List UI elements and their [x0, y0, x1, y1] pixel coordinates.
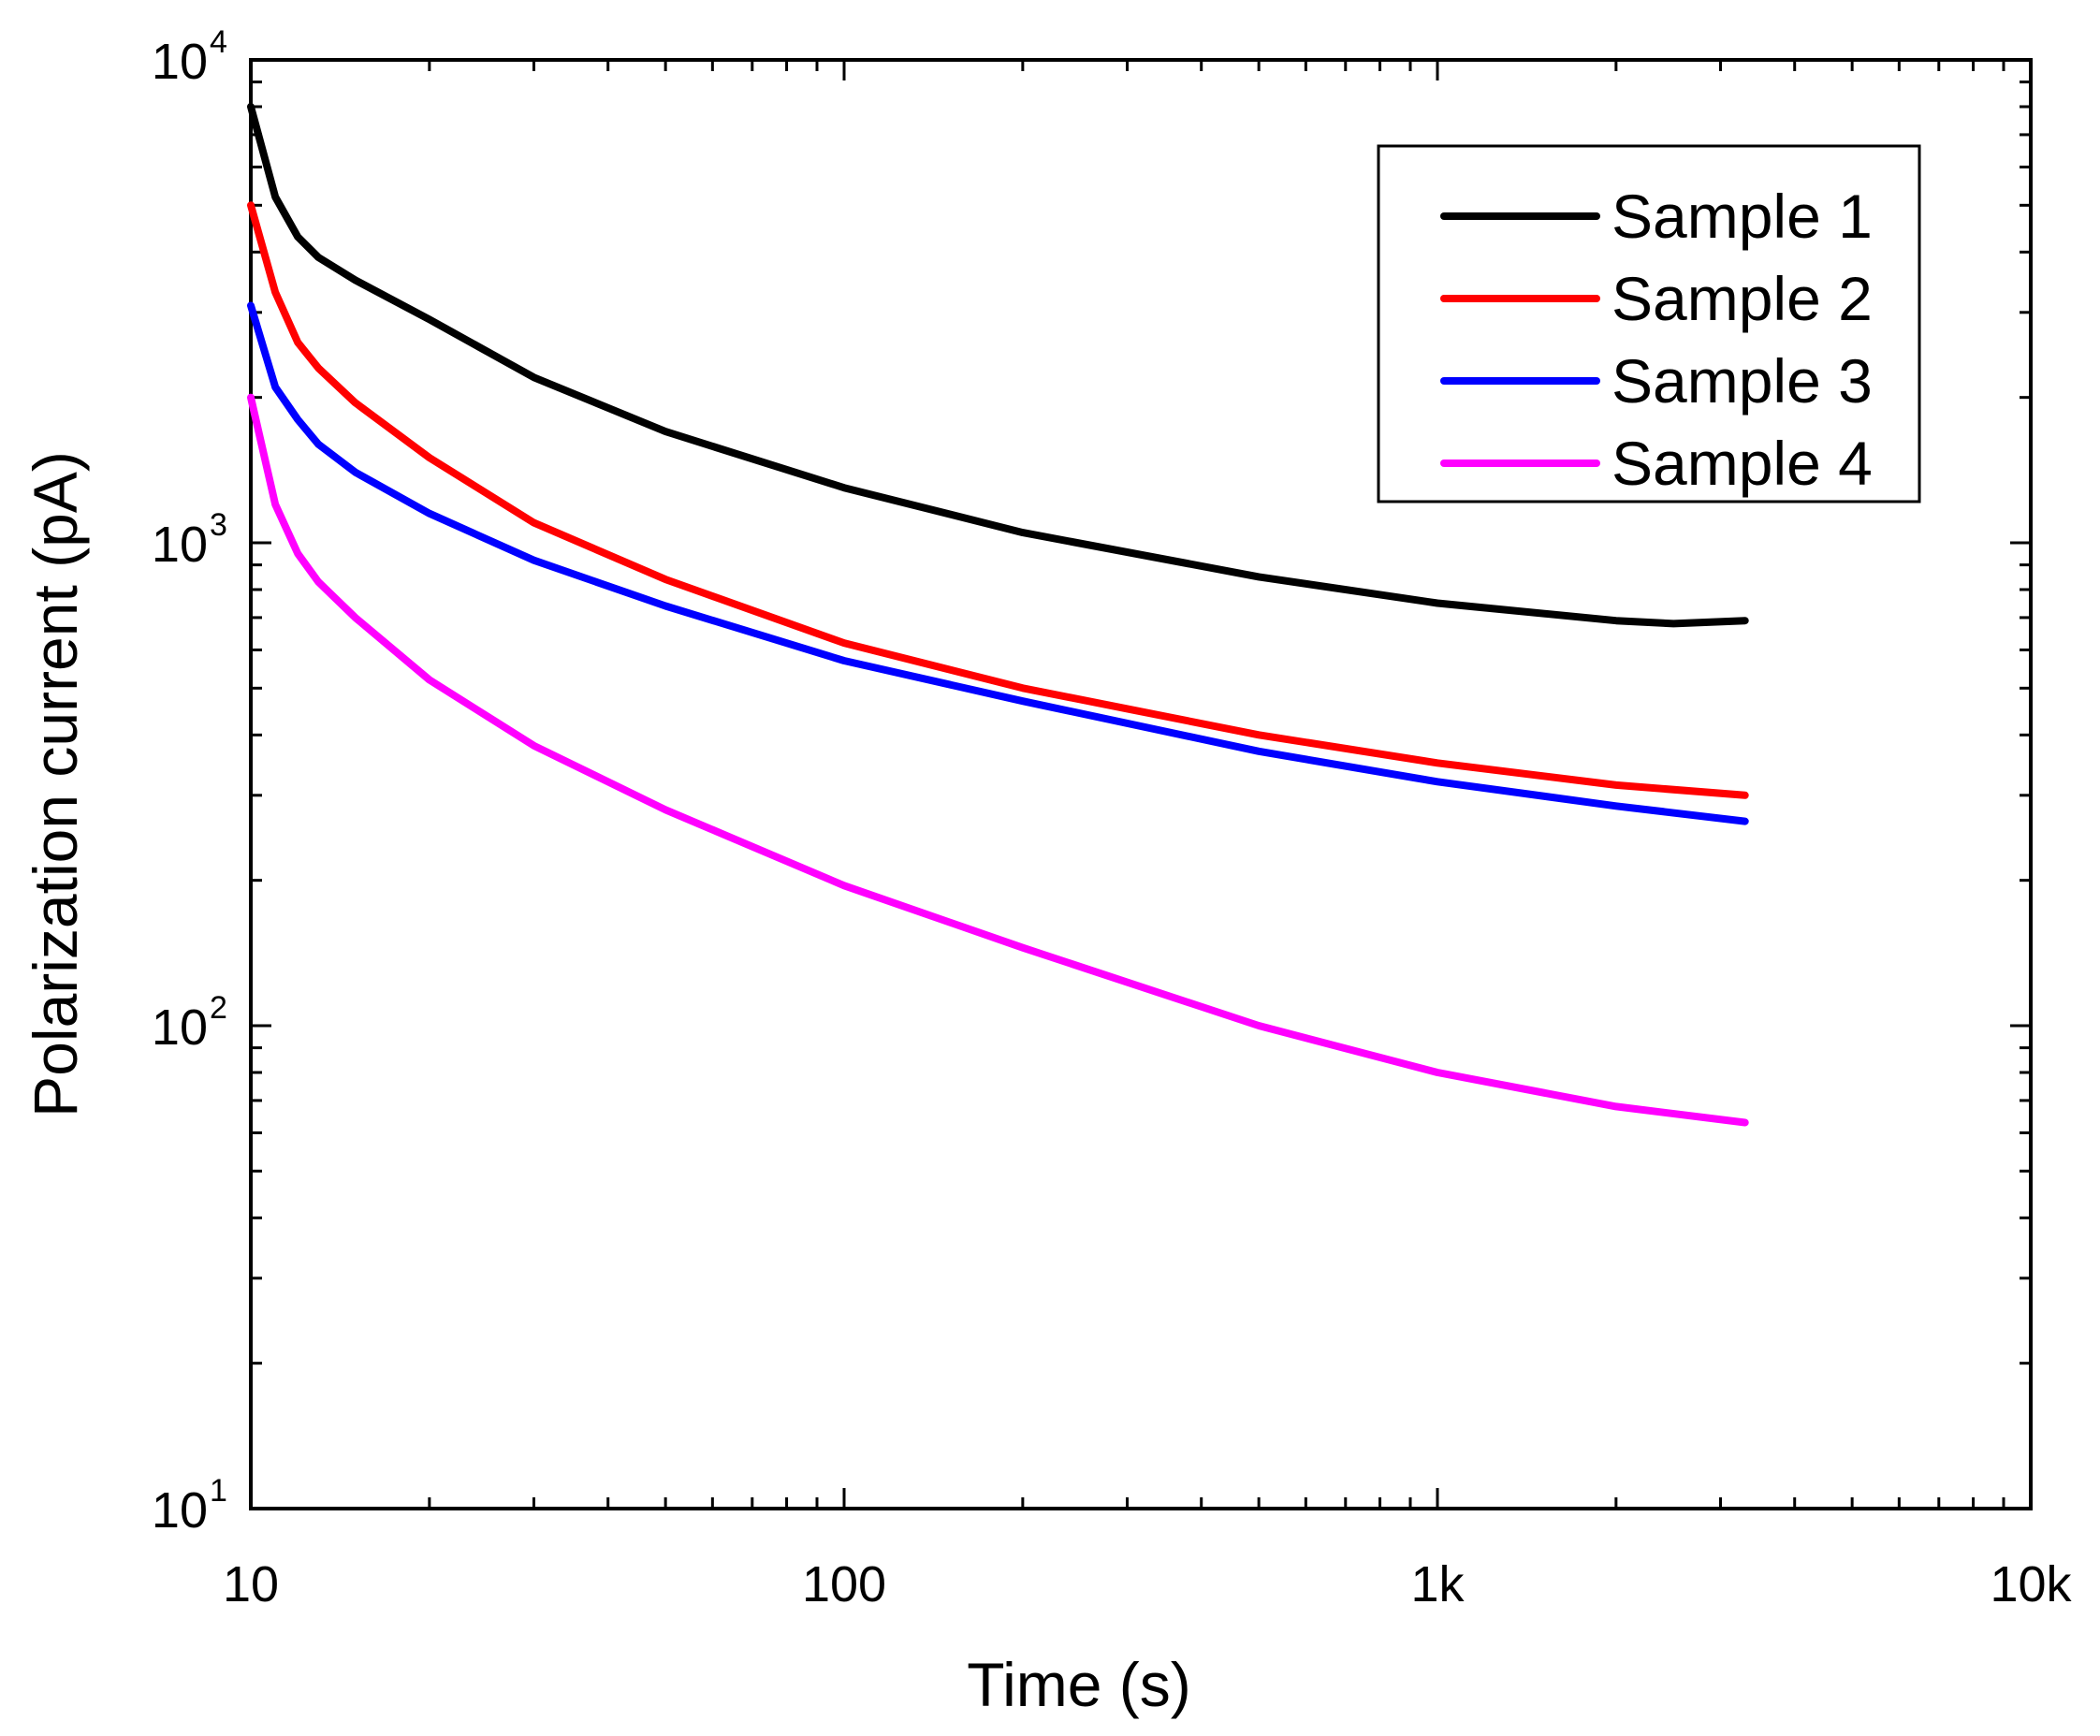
y-tick-base: 10: [152, 1482, 208, 1539]
y-tick-exponent: 3: [210, 507, 227, 543]
legend-box: [1377, 144, 1921, 503]
y-tick-exponent: 1: [210, 1473, 227, 1509]
y-tick-base: 10: [152, 34, 208, 90]
y-tick-base: 10: [152, 999, 208, 1056]
y-tick-exponent: 2: [210, 990, 227, 1026]
x-tick-label: 10: [223, 1556, 279, 1612]
series-lines: [247, 103, 1749, 1127]
y-tick-label: 10 4: [152, 24, 227, 90]
y-axis-title: Polarization current (pA): [21, 451, 90, 1117]
y-tick-label: 10 3: [152, 507, 227, 573]
series-line-sample-3: [247, 301, 1749, 825]
x-axis-tick-labels: 10 100 1k 10k: [223, 1556, 2073, 1612]
y-tick-label: 10 2: [152, 990, 227, 1056]
legend-label-sample-1: Sample 1: [1611, 182, 1873, 251]
y-tick-base: 10: [152, 517, 208, 573]
legend: Sample 1 Sample 2 Sample 3 Sample 4: [1377, 144, 1921, 503]
x-tick-label: 10k: [1990, 1556, 2072, 1612]
series-line-sample-4: [247, 393, 1749, 1127]
legend-label-sample-4: Sample 4: [1611, 429, 1873, 498]
y-axis-ticks: [251, 80, 2031, 1510]
legend-label-sample-2: Sample 2: [1611, 264, 1873, 333]
series-line-sample-1: [247, 103, 1749, 628]
legend-label-sample-3: Sample 3: [1611, 346, 1873, 416]
x-axis-title: Time (s): [967, 1650, 1191, 1719]
y-tick-exponent: 4: [210, 24, 227, 60]
x-tick-label: 1k: [1410, 1556, 1465, 1612]
series-line-sample-2: [247, 201, 1749, 799]
x-tick-label: 100: [802, 1556, 886, 1612]
x-axis-ticks: [249, 60, 2005, 1509]
y-tick-label: 10 1: [152, 1473, 227, 1539]
